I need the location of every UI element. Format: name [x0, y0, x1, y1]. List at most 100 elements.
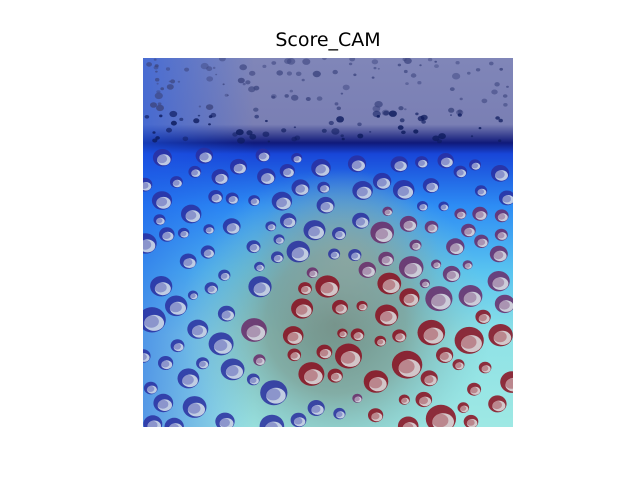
droplet-speckle: [450, 114, 452, 116]
droplet-highlight: [439, 352, 453, 362]
droplet-speckle: [169, 110, 178, 118]
droplet-highlight: [249, 244, 260, 253]
droplet-speckle: [321, 128, 327, 133]
droplet-core: [221, 310, 231, 319]
droplet-core: [456, 211, 464, 218]
droplet-core: [403, 263, 418, 275]
droplet-speckle: [405, 82, 409, 85]
droplet-core: [181, 374, 194, 385]
droplet-core: [466, 419, 475, 426]
droplet-speckle: [155, 136, 160, 140]
droplet-speckle: [357, 122, 362, 127]
droplet-speckle: [270, 94, 277, 99]
droplet-speckle: [342, 84, 350, 91]
droplet-speckle: [455, 61, 460, 65]
droplet-highlight: [261, 173, 275, 184]
droplet-core: [376, 339, 384, 345]
droplet-speckle: [154, 92, 163, 100]
droplet-highlight: [246, 325, 266, 341]
droplet-speckle: [489, 61, 494, 66]
droplet-core: [464, 263, 471, 268]
droplet-speckle: [478, 127, 482, 130]
droplet-speckle: [302, 58, 311, 65]
droplet-speckle: [381, 109, 390, 116]
droplet-highlight: [143, 182, 152, 191]
droplet-core: [185, 210, 197, 220]
droplet-highlight: [293, 417, 306, 427]
droplet-core: [214, 174, 225, 182]
droplet-core: [426, 182, 436, 191]
droplet-core: [469, 386, 478, 394]
droplet-highlight: [287, 331, 303, 344]
droplet-core: [355, 217, 366, 226]
droplet-core: [351, 160, 362, 169]
droplet-core: [440, 157, 450, 166]
droplet-core: [375, 228, 389, 240]
droplet-speckle: [253, 85, 260, 91]
droplet-core: [256, 265, 262, 270]
droplet-core: [273, 255, 281, 261]
droplet-speckle: [336, 116, 344, 123]
droplet-core: [358, 304, 365, 310]
droplet-core: [456, 169, 464, 176]
droplet-core: [493, 331, 507, 343]
droplet-highlight: [144, 314, 165, 331]
droplet-highlight: [351, 160, 365, 172]
droplet-core: [353, 332, 361, 339]
droplet-core: [446, 271, 457, 279]
droplet-speckle: [305, 97, 311, 101]
droplet-speckle: [152, 131, 156, 134]
droplet-core: [379, 311, 393, 322]
droplet-highlight: [275, 237, 284, 244]
droplet-core: [419, 204, 426, 210]
droplet-highlight: [470, 386, 481, 395]
droplet-speckle: [467, 71, 471, 75]
droplet-core: [497, 213, 506, 220]
droplet-speckle: [206, 76, 214, 82]
droplet-core: [395, 333, 403, 340]
droplet-speckle: [495, 116, 500, 120]
droplet-highlight: [403, 220, 417, 231]
droplet-highlight: [355, 217, 369, 228]
droplet-highlight: [161, 360, 173, 370]
droplet-speckle: [254, 114, 259, 119]
droplet-highlight: [187, 402, 205, 417]
droplet-highlight: [339, 331, 347, 338]
droplet-layer: [143, 58, 513, 427]
droplet-core: [191, 325, 204, 336]
droplet-speckle: [506, 85, 509, 88]
droplet-speckle: [237, 137, 245, 144]
droplet-speckle: [249, 70, 256, 76]
droplet-highlight: [397, 186, 414, 199]
droplet-highlight: [481, 365, 491, 373]
droplet-core: [260, 173, 271, 182]
droplet-speckle: [210, 112, 217, 118]
droplet-core: [199, 152, 209, 161]
droplet-highlight: [362, 266, 375, 277]
droplet-speckle: [289, 89, 293, 93]
droplet-core: [169, 302, 182, 313]
droplet-highlight: [401, 397, 410, 405]
droplet-speckle: [459, 97, 463, 101]
droplet-core: [264, 422, 278, 427]
droplet-highlight: [162, 231, 174, 241]
droplet-core: [287, 332, 299, 342]
figure-title: Score_CAM: [275, 29, 381, 51]
droplet-speckle: [417, 81, 422, 85]
droplet-highlight: [315, 164, 330, 176]
droplet-core: [173, 343, 181, 350]
droplet-highlight: [273, 255, 283, 263]
droplet-highlight: [293, 156, 302, 163]
droplet-highlight: [382, 279, 400, 293]
droplet-highlight: [403, 293, 419, 306]
droplet-core: [320, 202, 331, 211]
droplet-core: [463, 292, 477, 303]
droplet-core: [295, 184, 305, 193]
droplet-highlight: [395, 333, 406, 342]
droplet-highlight: [456, 169, 467, 178]
droplet-speckle: [397, 63, 402, 67]
droplet-highlight: [157, 154, 171, 166]
droplet-core: [478, 314, 487, 322]
droplet-highlight: [143, 353, 150, 362]
droplet-core: [190, 293, 196, 299]
